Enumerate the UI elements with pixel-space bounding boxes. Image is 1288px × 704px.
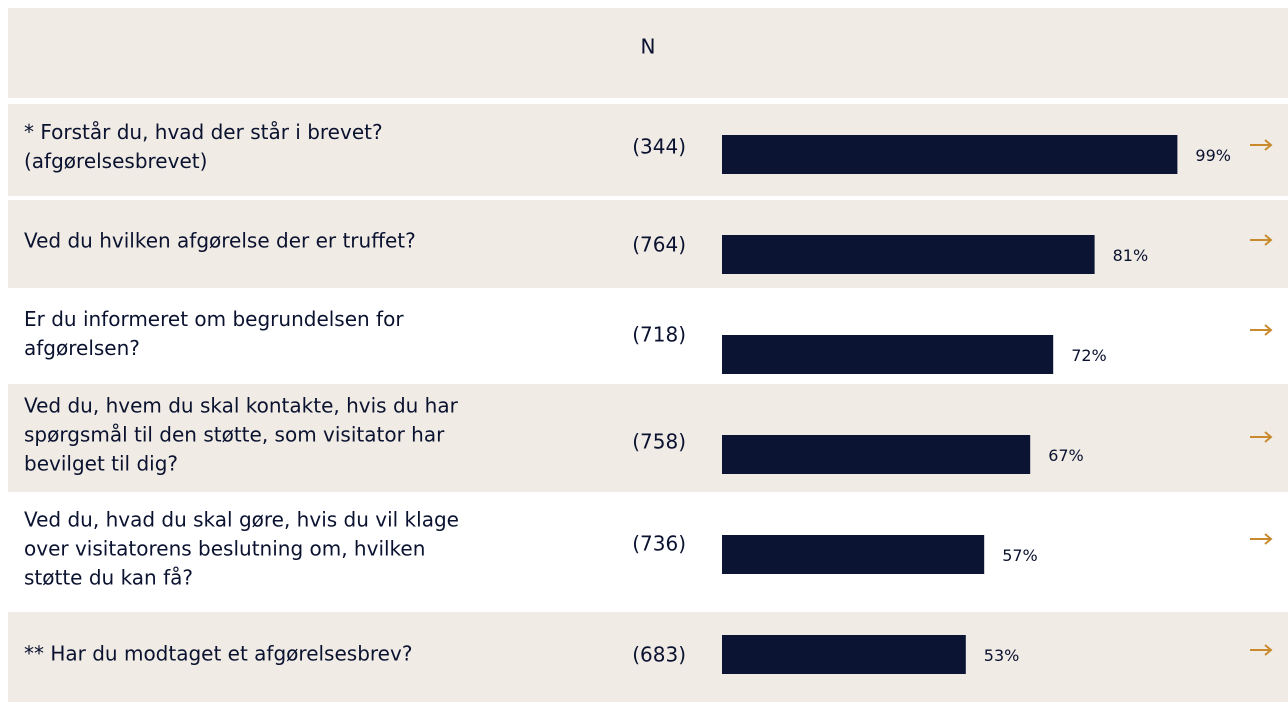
bar — [722, 335, 1054, 374]
n-label: (758) — [632, 430, 686, 454]
n-label: (718) — [632, 323, 686, 347]
question-line: støtte du kan få? — [24, 566, 193, 590]
n-label: (736) — [632, 532, 686, 556]
value-label: 67% — [1048, 446, 1084, 465]
n-header: N — [641, 35, 656, 59]
bar — [722, 235, 1095, 274]
arrow[interactable] — [1250, 431, 1273, 443]
bar — [722, 435, 1031, 474]
question-line: * Forstår du, hvad der står i brevet? — [24, 120, 383, 144]
arrow[interactable] — [1250, 324, 1273, 336]
arrow-part — [1264, 324, 1273, 336]
row-bg — [8, 384, 1288, 492]
arrow[interactable] — [1250, 234, 1273, 246]
value-label: 72% — [1071, 346, 1107, 365]
arrow[interactable] — [1250, 139, 1273, 151]
question-line: afgørelsen? — [24, 336, 140, 360]
question-line: Ved du hvilken afgørelse der er truffet? — [24, 229, 416, 253]
value-label: 53% — [984, 646, 1020, 665]
n-label: (683) — [632, 643, 686, 667]
question-line: Er du informeret om begrundelsen for — [24, 307, 404, 331]
arrow-part — [1264, 644, 1273, 656]
arrow-part — [1264, 234, 1273, 246]
question-line: Ved du, hvad du skal gøre, hvis du vil k… — [24, 508, 459, 532]
arrow[interactable] — [1250, 533, 1273, 545]
question-line: (afgørelsesbrevet) — [24, 149, 207, 173]
value-label: 99% — [1195, 146, 1231, 165]
question-line: bevilget til dig? — [24, 452, 178, 476]
bar — [722, 635, 966, 674]
n-label: (344) — [632, 135, 686, 159]
question-line: Ved du, hvem du skal kontakte, hvis du h… — [24, 394, 459, 418]
bar — [722, 135, 1178, 174]
question-line: ** Har du modtaget et afgørelsesbrev? — [24, 642, 412, 666]
n-label: (764) — [632, 233, 686, 257]
arrow-part — [1264, 431, 1273, 443]
value-label: 81% — [1113, 246, 1149, 265]
question-line: over visitatorens beslutning om, hvilken — [24, 537, 425, 561]
row-bg — [8, 612, 1288, 702]
arrow[interactable] — [1250, 644, 1273, 656]
value-label: 57% — [1002, 546, 1038, 565]
arrow-part — [1264, 533, 1273, 545]
bar — [722, 535, 985, 574]
arrow-part — [1264, 139, 1273, 151]
question-line: spørgsmål til den støtte, som visitator … — [24, 423, 445, 447]
header-bg — [8, 8, 1288, 98]
